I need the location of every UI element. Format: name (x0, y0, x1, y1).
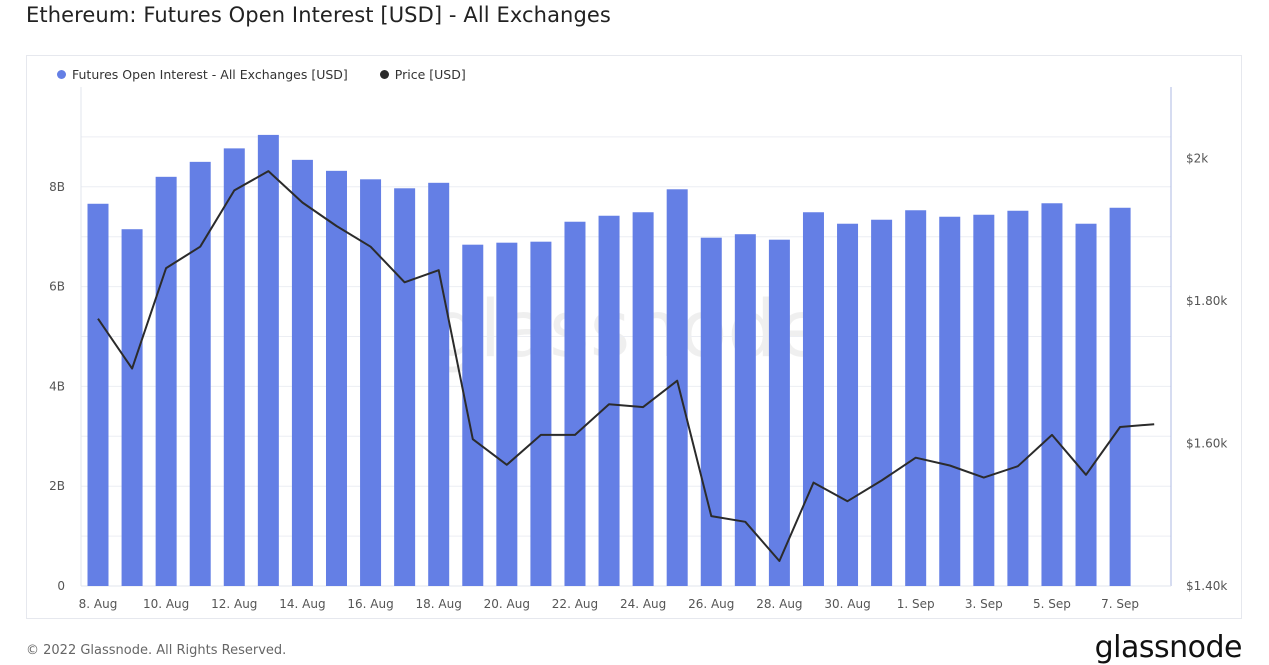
bar-open-interest-3 (189, 161, 211, 586)
bar-open-interest-28 (1041, 203, 1063, 586)
bar-open-interest-6 (291, 159, 313, 586)
price-line (97, 170, 1155, 562)
bar-open-interest-13 (530, 241, 552, 586)
bar-open-interest-23 (871, 219, 893, 586)
bar-open-interest-30 (1109, 207, 1131, 586)
y-left-tick-label-2: 4B (49, 379, 65, 393)
x-tick-label-0: 8. Aug (79, 597, 118, 611)
chart-legend: Futures Open Interest - All Exchanges [U… (57, 67, 466, 82)
x-tick-label-11: 30. Aug (824, 597, 870, 611)
bar-open-interest-12 (496, 242, 518, 587)
bar-open-interest-18 (700, 237, 722, 586)
x-tick-label-14: 5. Sep (1033, 597, 1071, 611)
bar-open-interest-21 (802, 212, 824, 586)
x-tick-label-7: 22. Aug (552, 597, 598, 611)
y-left-tick-label-3: 6B (49, 280, 65, 294)
footer-copyright: © 2022 Glassnode. All Rights Reserved. (26, 643, 287, 658)
x-tick-label-13: 3. Sep (965, 597, 1003, 611)
bar-open-interest-10 (428, 182, 450, 587)
legend-dot-open-interest (57, 70, 66, 79)
bar-open-interest-26 (973, 214, 995, 586)
y-left-tick-label-1: 2B (49, 479, 65, 493)
y-right-tick-label-0: $1.40k (1186, 579, 1227, 593)
chart-frame (26, 55, 1242, 619)
x-tick-label-8: 24. Aug (620, 597, 666, 611)
bar-open-interest-4 (223, 148, 245, 586)
legend-item-price[interactable]: Price [USD] (379, 67, 466, 82)
bar-open-interest-11 (462, 244, 484, 586)
x-tick-label-4: 16. Aug (347, 597, 393, 611)
x-tick-label-12: 1. Sep (897, 597, 935, 611)
bar-open-interest-15 (598, 215, 620, 586)
bar-open-interest-27 (1007, 210, 1029, 586)
y-left-tick-label-4: 8B (49, 180, 65, 194)
legend-dot-price (379, 70, 389, 79)
legend-item-open-interest[interactable]: Futures Open Interest - All Exchanges [U… (57, 67, 348, 82)
x-tick-label-15: 7. Sep (1101, 597, 1139, 611)
bar-open-interest-20 (768, 239, 790, 586)
x-tick-label-3: 14. Aug (279, 597, 325, 611)
x-tick-label-1: 10. Aug (143, 597, 189, 611)
y-right-tick-label-1: $1.60k (1186, 436, 1227, 450)
bar-open-interest-2 (155, 176, 177, 586)
bar-open-interest-9 (394, 188, 416, 586)
x-tick-label-10: 28. Aug (756, 597, 802, 611)
bar-open-interest-22 (837, 223, 859, 586)
bar-open-interest-24 (905, 210, 927, 587)
bar-open-interest-1 (121, 229, 143, 586)
bar-open-interest-5 (257, 134, 279, 587)
bar-open-interest-19 (734, 234, 756, 586)
y-left-tick-label-0: 0 (57, 579, 65, 593)
y-right-tick-label-3: $2k (1186, 151, 1208, 165)
legend-label-open-interest: Futures Open Interest - All Exchanges [U… (72, 67, 348, 82)
y-right-tick-label-2: $1.80k (1186, 294, 1227, 308)
bar-open-interest-29 (1075, 223, 1097, 586)
x-tick-label-5: 18. Aug (416, 597, 462, 611)
bar-open-interest-0 (87, 203, 109, 587)
footer-logo: glassnode (1094, 630, 1243, 665)
bar-open-interest-16 (632, 212, 654, 586)
x-tick-label-9: 26. Aug (688, 597, 734, 611)
legend-label-price: Price [USD] (394, 67, 466, 82)
x-tick-label-6: 20. Aug (484, 597, 530, 611)
bar-open-interest-8 (360, 179, 382, 586)
x-tick-label-2: 12. Aug (211, 597, 257, 611)
page-title: Ethereum: Futures Open Interest [USD] - … (26, 3, 611, 27)
bar-open-interest-14 (564, 221, 586, 587)
bar-open-interest-7 (325, 170, 347, 586)
bar-open-interest-25 (939, 216, 961, 587)
bar-open-interest-17 (666, 189, 688, 587)
